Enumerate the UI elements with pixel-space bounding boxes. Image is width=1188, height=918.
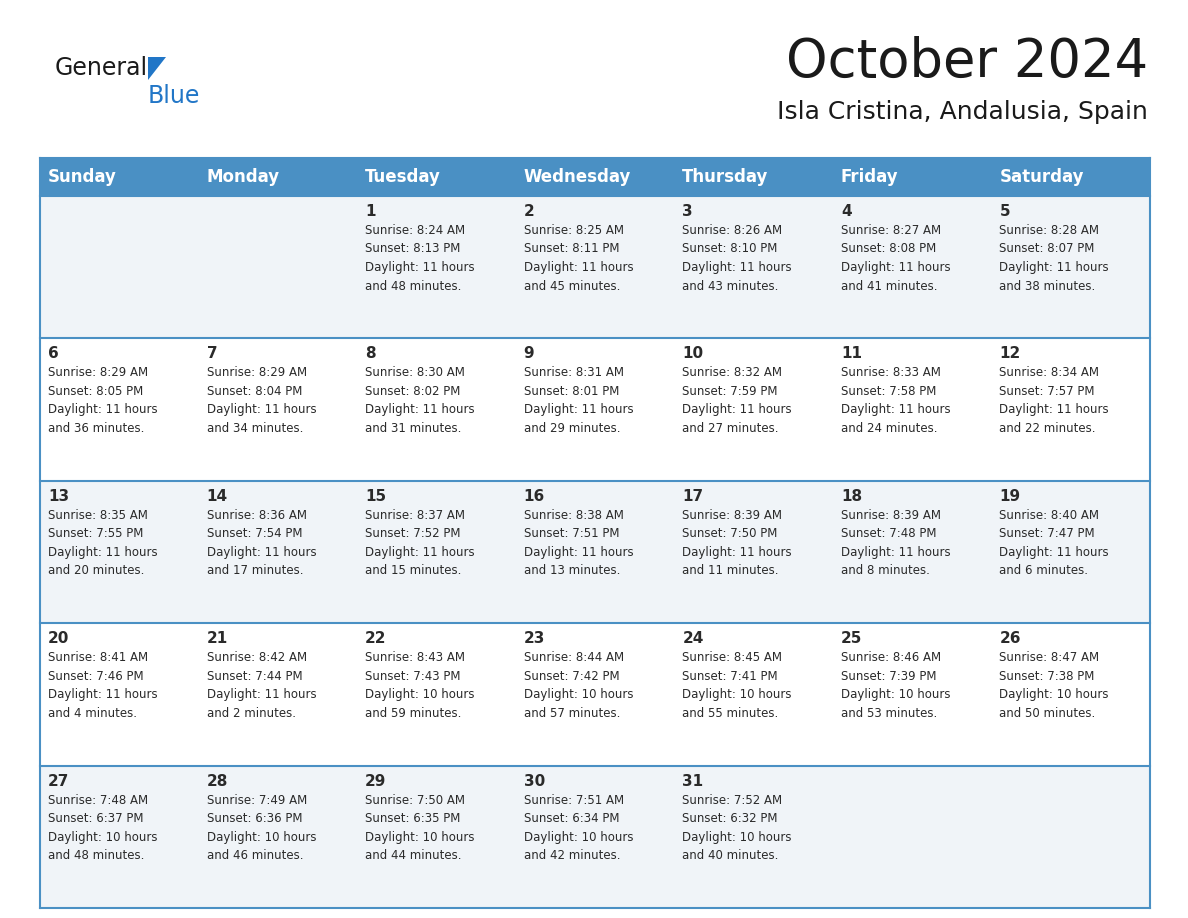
Text: 10: 10: [682, 346, 703, 362]
Text: Sunrise: 8:41 AM
Sunset: 7:46 PM
Daylight: 11 hours
and 4 minutes.: Sunrise: 8:41 AM Sunset: 7:46 PM Dayligh…: [48, 651, 158, 720]
Text: Sunrise: 8:47 AM
Sunset: 7:38 PM
Daylight: 10 hours
and 50 minutes.: Sunrise: 8:47 AM Sunset: 7:38 PM Dayligh…: [999, 651, 1108, 720]
Text: General: General: [55, 56, 148, 80]
Text: Sunrise: 8:42 AM
Sunset: 7:44 PM
Daylight: 11 hours
and 2 minutes.: Sunrise: 8:42 AM Sunset: 7:44 PM Dayligh…: [207, 651, 316, 720]
Text: 2: 2: [524, 204, 535, 219]
Text: Monday: Monday: [207, 168, 279, 186]
Text: 30: 30: [524, 774, 545, 789]
Text: Sunrise: 8:25 AM
Sunset: 8:11 PM
Daylight: 11 hours
and 45 minutes.: Sunrise: 8:25 AM Sunset: 8:11 PM Dayligh…: [524, 224, 633, 293]
Text: 28: 28: [207, 774, 228, 789]
Text: 26: 26: [999, 632, 1020, 646]
Text: Sunrise: 8:29 AM
Sunset: 8:05 PM
Daylight: 11 hours
and 36 minutes.: Sunrise: 8:29 AM Sunset: 8:05 PM Dayligh…: [48, 366, 158, 435]
Text: Sunrise: 8:45 AM
Sunset: 7:41 PM
Daylight: 10 hours
and 55 minutes.: Sunrise: 8:45 AM Sunset: 7:41 PM Dayligh…: [682, 651, 791, 720]
Text: Friday: Friday: [841, 168, 898, 186]
Text: 6: 6: [48, 346, 58, 362]
Text: 4: 4: [841, 204, 852, 219]
Text: Sunrise: 8:39 AM
Sunset: 7:50 PM
Daylight: 11 hours
and 11 minutes.: Sunrise: 8:39 AM Sunset: 7:50 PM Dayligh…: [682, 509, 792, 577]
Text: 23: 23: [524, 632, 545, 646]
Bar: [675, 158, 833, 196]
Bar: [992, 158, 1150, 196]
Text: Sunrise: 8:32 AM
Sunset: 7:59 PM
Daylight: 11 hours
and 27 minutes.: Sunrise: 8:32 AM Sunset: 7:59 PM Dayligh…: [682, 366, 792, 435]
Text: 12: 12: [999, 346, 1020, 362]
Bar: [40, 766, 1150, 908]
Text: 27: 27: [48, 774, 69, 789]
Text: Wednesday: Wednesday: [524, 168, 631, 186]
Text: 1: 1: [365, 204, 375, 219]
Bar: [198, 158, 358, 196]
Bar: [40, 481, 1150, 623]
Text: Saturday: Saturday: [999, 168, 1083, 186]
Text: Blue: Blue: [148, 84, 201, 108]
Text: 7: 7: [207, 346, 217, 362]
Bar: [358, 158, 516, 196]
Text: Thursday: Thursday: [682, 168, 769, 186]
Text: Sunrise: 8:46 AM
Sunset: 7:39 PM
Daylight: 10 hours
and 53 minutes.: Sunrise: 8:46 AM Sunset: 7:39 PM Dayligh…: [841, 651, 950, 720]
Text: Sunday: Sunday: [48, 168, 116, 186]
Text: 14: 14: [207, 488, 228, 504]
Text: Sunrise: 7:52 AM
Sunset: 6:32 PM
Daylight: 10 hours
and 40 minutes.: Sunrise: 7:52 AM Sunset: 6:32 PM Dayligh…: [682, 793, 791, 862]
Text: Sunrise: 8:29 AM
Sunset: 8:04 PM
Daylight: 11 hours
and 34 minutes.: Sunrise: 8:29 AM Sunset: 8:04 PM Dayligh…: [207, 366, 316, 435]
Text: Sunrise: 7:48 AM
Sunset: 6:37 PM
Daylight: 10 hours
and 48 minutes.: Sunrise: 7:48 AM Sunset: 6:37 PM Dayligh…: [48, 793, 158, 862]
Text: Sunrise: 8:31 AM
Sunset: 8:01 PM
Daylight: 11 hours
and 29 minutes.: Sunrise: 8:31 AM Sunset: 8:01 PM Dayligh…: [524, 366, 633, 435]
Polygon shape: [148, 57, 166, 80]
Text: 17: 17: [682, 488, 703, 504]
Text: 9: 9: [524, 346, 535, 362]
Bar: [40, 339, 1150, 481]
Bar: [40, 623, 1150, 766]
Text: Sunrise: 7:51 AM
Sunset: 6:34 PM
Daylight: 10 hours
and 42 minutes.: Sunrise: 7:51 AM Sunset: 6:34 PM Dayligh…: [524, 793, 633, 862]
Bar: [40, 196, 1150, 339]
Text: 21: 21: [207, 632, 228, 646]
Text: 19: 19: [999, 488, 1020, 504]
Text: 5: 5: [999, 204, 1010, 219]
Text: 11: 11: [841, 346, 861, 362]
Text: Sunrise: 8:34 AM
Sunset: 7:57 PM
Daylight: 11 hours
and 22 minutes.: Sunrise: 8:34 AM Sunset: 7:57 PM Dayligh…: [999, 366, 1110, 435]
Text: 18: 18: [841, 488, 862, 504]
Bar: [40, 158, 198, 196]
Text: Sunrise: 8:35 AM
Sunset: 7:55 PM
Daylight: 11 hours
and 20 minutes.: Sunrise: 8:35 AM Sunset: 7:55 PM Dayligh…: [48, 509, 158, 577]
Text: Sunrise: 8:24 AM
Sunset: 8:13 PM
Daylight: 11 hours
and 48 minutes.: Sunrise: 8:24 AM Sunset: 8:13 PM Dayligh…: [365, 224, 475, 293]
Text: October 2024: October 2024: [786, 36, 1148, 88]
Text: Sunrise: 8:28 AM
Sunset: 8:07 PM
Daylight: 11 hours
and 38 minutes.: Sunrise: 8:28 AM Sunset: 8:07 PM Dayligh…: [999, 224, 1110, 293]
Bar: [516, 158, 675, 196]
Text: 3: 3: [682, 204, 693, 219]
Text: Sunrise: 7:49 AM
Sunset: 6:36 PM
Daylight: 10 hours
and 46 minutes.: Sunrise: 7:49 AM Sunset: 6:36 PM Dayligh…: [207, 793, 316, 862]
Text: Sunrise: 8:37 AM
Sunset: 7:52 PM
Daylight: 11 hours
and 15 minutes.: Sunrise: 8:37 AM Sunset: 7:52 PM Dayligh…: [365, 509, 475, 577]
Text: 20: 20: [48, 632, 69, 646]
Text: 22: 22: [365, 632, 386, 646]
Text: Sunrise: 8:36 AM
Sunset: 7:54 PM
Daylight: 11 hours
and 17 minutes.: Sunrise: 8:36 AM Sunset: 7:54 PM Dayligh…: [207, 509, 316, 577]
Text: Sunrise: 8:30 AM
Sunset: 8:02 PM
Daylight: 11 hours
and 31 minutes.: Sunrise: 8:30 AM Sunset: 8:02 PM Dayligh…: [365, 366, 475, 435]
Text: 8: 8: [365, 346, 375, 362]
Text: Isla Cristina, Andalusia, Spain: Isla Cristina, Andalusia, Spain: [777, 100, 1148, 124]
Text: 29: 29: [365, 774, 386, 789]
Text: Sunrise: 8:39 AM
Sunset: 7:48 PM
Daylight: 11 hours
and 8 minutes.: Sunrise: 8:39 AM Sunset: 7:48 PM Dayligh…: [841, 509, 950, 577]
Text: 13: 13: [48, 488, 69, 504]
Text: Sunrise: 8:27 AM
Sunset: 8:08 PM
Daylight: 11 hours
and 41 minutes.: Sunrise: 8:27 AM Sunset: 8:08 PM Dayligh…: [841, 224, 950, 293]
Text: Sunrise: 8:26 AM
Sunset: 8:10 PM
Daylight: 11 hours
and 43 minutes.: Sunrise: 8:26 AM Sunset: 8:10 PM Dayligh…: [682, 224, 792, 293]
Text: 15: 15: [365, 488, 386, 504]
Text: Sunrise: 8:40 AM
Sunset: 7:47 PM
Daylight: 11 hours
and 6 minutes.: Sunrise: 8:40 AM Sunset: 7:47 PM Dayligh…: [999, 509, 1110, 577]
Bar: [833, 158, 992, 196]
Text: 31: 31: [682, 774, 703, 789]
Text: 25: 25: [841, 632, 862, 646]
Text: 16: 16: [524, 488, 545, 504]
Text: Tuesday: Tuesday: [365, 168, 441, 186]
Text: Sunrise: 8:38 AM
Sunset: 7:51 PM
Daylight: 11 hours
and 13 minutes.: Sunrise: 8:38 AM Sunset: 7:51 PM Dayligh…: [524, 509, 633, 577]
Text: Sunrise: 7:50 AM
Sunset: 6:35 PM
Daylight: 10 hours
and 44 minutes.: Sunrise: 7:50 AM Sunset: 6:35 PM Dayligh…: [365, 793, 475, 862]
Text: Sunrise: 8:33 AM
Sunset: 7:58 PM
Daylight: 11 hours
and 24 minutes.: Sunrise: 8:33 AM Sunset: 7:58 PM Dayligh…: [841, 366, 950, 435]
Text: Sunrise: 8:44 AM
Sunset: 7:42 PM
Daylight: 10 hours
and 57 minutes.: Sunrise: 8:44 AM Sunset: 7:42 PM Dayligh…: [524, 651, 633, 720]
Text: 24: 24: [682, 632, 703, 646]
Text: Sunrise: 8:43 AM
Sunset: 7:43 PM
Daylight: 10 hours
and 59 minutes.: Sunrise: 8:43 AM Sunset: 7:43 PM Dayligh…: [365, 651, 475, 720]
